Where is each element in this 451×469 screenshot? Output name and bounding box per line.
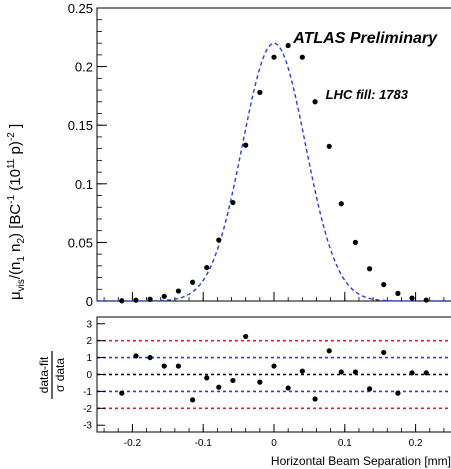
residual-point <box>423 370 429 376</box>
ylabel-part: 2 <box>16 238 27 244</box>
residual-point <box>409 370 415 376</box>
residual-point <box>271 363 277 369</box>
atlas-label: ATLAS Preliminary <box>292 30 438 47</box>
ylabel-part: /(n <box>7 262 24 280</box>
bottom-ylabel-denominator: σ data <box>53 358 67 392</box>
bottom-ytick-label: 0 <box>86 370 92 381</box>
data-point <box>395 290 401 296</box>
top-panel: 0 0.05 0.1 0.15 0.2 0.25 ATLAS Preliminary LHC … <box>6 1 451 309</box>
data-point <box>161 293 167 299</box>
residual-point <box>338 369 344 375</box>
residual-point <box>147 354 153 361</box>
residual-point <box>216 384 222 390</box>
ylabel-part: ) [BC <box>7 204 24 238</box>
residual-point <box>381 349 387 356</box>
bottom-panel: -3 -2 -1 0 1 2 3 -0.2 -0.1 0 0.1 0.2 data-fit σ data H… <box>37 316 451 468</box>
residual-point <box>257 379 263 385</box>
data-point <box>204 264 210 271</box>
ylabel-part: 1 <box>16 256 27 262</box>
top-ytick-label: 0.2 <box>75 60 93 75</box>
data-point <box>133 297 139 303</box>
residual-point <box>285 385 291 391</box>
ylabel-part: (10 <box>7 169 24 195</box>
ylabel-part: -2 <box>6 132 17 141</box>
data-point <box>189 279 196 285</box>
top-ytick-label: 0.1 <box>75 177 93 192</box>
data-point <box>175 288 182 294</box>
residual-point <box>189 397 196 403</box>
residual-point <box>366 386 373 392</box>
data-point <box>312 99 318 105</box>
data-point <box>352 239 359 245</box>
ylabel-part: -1 <box>6 194 17 203</box>
data-point <box>338 201 344 207</box>
bottom-xtick-label: 0.1 <box>338 438 352 449</box>
data-point <box>423 297 429 303</box>
ylabel-part: ] <box>7 124 24 132</box>
data-point <box>381 281 387 288</box>
data-point <box>257 89 263 95</box>
bottom-xtick-label: -0.1 <box>195 438 213 449</box>
data-point <box>216 237 222 243</box>
residual-point <box>175 363 182 369</box>
residual-point <box>119 390 125 396</box>
data-point <box>147 296 153 302</box>
residual-point <box>230 377 236 384</box>
bottom-xtick-label: -0.2 <box>124 438 142 449</box>
fit-curve <box>97 42 451 302</box>
residual-point <box>352 369 359 375</box>
data-point <box>119 298 125 304</box>
residual-point <box>326 348 332 354</box>
bottom-ylabel-numerator: data-fit <box>37 356 51 393</box>
top-ytick-label: 0 <box>86 294 93 309</box>
residual-point <box>395 390 401 396</box>
residual-point <box>204 375 210 381</box>
residual-point <box>243 333 249 340</box>
data-point <box>409 295 415 301</box>
data-point <box>243 142 249 148</box>
fill-label: LHC fill: 1783 <box>326 87 409 102</box>
bottom-ytick-label: 1 <box>86 353 92 364</box>
ylabel-part: p) <box>7 141 24 159</box>
residual-point <box>312 396 318 402</box>
residual-point <box>299 368 305 374</box>
xlabel: Horizontal Beam Separation [mm] <box>271 454 451 468</box>
ylabel-part: μ <box>7 291 24 300</box>
bottom-ytick-label: -1 <box>83 387 92 398</box>
data-point <box>366 266 373 272</box>
bottom-ytick-label: 2 <box>86 336 92 347</box>
bottom-ylabel: data-fit σ data <box>37 351 67 399</box>
ylabel-part: n <box>7 244 24 257</box>
data-point <box>271 54 277 60</box>
ylabel-part: 11 <box>6 158 17 169</box>
data-point <box>326 143 332 149</box>
bottom-xtick-label: 0.2 <box>409 438 423 449</box>
data-point <box>230 199 236 206</box>
residual-point <box>161 363 167 369</box>
bottom-ytick-label: -2 <box>83 404 92 415</box>
data-point <box>299 54 305 60</box>
top-ylabel: μvis/(n1 n2) [BC-1 (1011 p)-2 ] <box>6 124 27 300</box>
top-ytick-label: 0.15 <box>68 118 93 133</box>
top-ytick-label: 0.25 <box>68 1 93 16</box>
bottom-ytick-label: 3 <box>86 319 92 330</box>
bottom-ytick-label: -3 <box>83 421 92 432</box>
residual-point <box>133 353 139 359</box>
data-point <box>285 42 291 49</box>
bottom-xtick-label: 0 <box>271 438 277 449</box>
ylabel-part: vis <box>16 279 27 291</box>
top-ytick-label: 0.05 <box>68 235 93 250</box>
top-plot-frame <box>96 7 451 302</box>
